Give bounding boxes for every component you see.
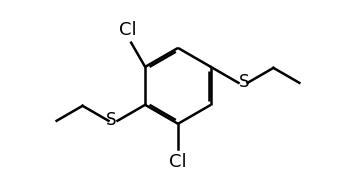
Text: S: S [106,111,117,129]
Text: Cl: Cl [119,21,137,39]
Text: S: S [239,73,250,91]
Text: Cl: Cl [169,153,187,171]
